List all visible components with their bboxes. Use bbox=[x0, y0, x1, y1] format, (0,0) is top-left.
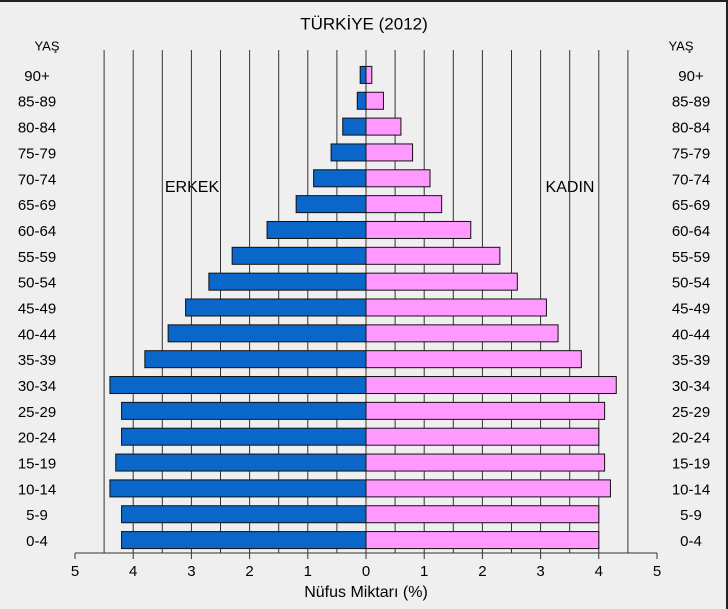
x-tick-label: 0 bbox=[362, 563, 370, 580]
x-tick-label: 5 bbox=[653, 563, 661, 580]
bar bbox=[121, 531, 367, 550]
y-tick-label: 25-29 bbox=[672, 404, 710, 421]
bar bbox=[365, 143, 414, 162]
chart-title: TÜRKİYE (2012) bbox=[300, 14, 428, 33]
bar bbox=[313, 169, 367, 188]
y-tick-label: 40-44 bbox=[18, 326, 56, 343]
x-tick-label: 1 bbox=[420, 563, 428, 580]
y-tick-label: 10-14 bbox=[672, 481, 710, 498]
y-tick-label: 30-34 bbox=[18, 378, 56, 395]
bar bbox=[365, 401, 606, 420]
y-tick-label: 70-74 bbox=[18, 171, 56, 188]
y-tick-label: 55-59 bbox=[18, 249, 56, 266]
y-tick-label: 85-89 bbox=[672, 94, 710, 111]
bar bbox=[365, 531, 600, 550]
bar bbox=[295, 195, 367, 214]
y-tick-label: 90+ bbox=[678, 68, 704, 85]
bar bbox=[266, 220, 367, 239]
bar bbox=[109, 479, 367, 498]
y-tick-label: 55-59 bbox=[672, 249, 710, 266]
y-tick-label: 15-19 bbox=[672, 456, 710, 473]
x-tick-label: 4 bbox=[129, 563, 137, 580]
y-tick-label: 85-89 bbox=[18, 94, 56, 111]
bar bbox=[365, 220, 472, 239]
y-tick-label: 20-24 bbox=[672, 430, 710, 447]
x-tick-label: 4 bbox=[595, 563, 603, 580]
y-tick-label: 60-64 bbox=[672, 223, 710, 240]
y-tick-label: 75-79 bbox=[18, 145, 56, 162]
y-tick-label: 80-84 bbox=[18, 120, 56, 137]
y-tick-label: 70-74 bbox=[672, 171, 710, 188]
bar bbox=[365, 453, 606, 472]
bar bbox=[167, 324, 367, 343]
y-tick-label: 80-84 bbox=[672, 120, 710, 137]
x-axis-label: Nüfus Miktarı (%) bbox=[304, 584, 428, 601]
bar bbox=[121, 505, 367, 524]
y-tick-label: 20-24 bbox=[18, 430, 56, 447]
y-tick-label: 0-4 bbox=[680, 533, 702, 550]
x-tick-label: 3 bbox=[536, 563, 544, 580]
bar bbox=[365, 246, 501, 265]
y-tick-label: 5-9 bbox=[26, 507, 48, 524]
x-tick-label: 5 bbox=[71, 563, 79, 580]
y-tick-label: 0-4 bbox=[26, 533, 48, 550]
bar bbox=[144, 350, 367, 369]
y-tick-label: 15-19 bbox=[18, 456, 56, 473]
x-tick-label: 2 bbox=[245, 563, 253, 580]
bar bbox=[365, 324, 559, 343]
y-tick-label: 25-29 bbox=[18, 404, 56, 421]
bar bbox=[121, 401, 367, 420]
y-tick-label: 50-54 bbox=[672, 275, 710, 292]
bar bbox=[365, 169, 431, 188]
bar bbox=[185, 298, 367, 317]
y-tick-label: 35-39 bbox=[672, 352, 710, 369]
y-tick-label: 45-49 bbox=[18, 300, 56, 317]
bar bbox=[365, 195, 443, 214]
y-tick-label: 75-79 bbox=[672, 145, 710, 162]
y-tick-label: 40-44 bbox=[672, 326, 710, 343]
bar bbox=[365, 376, 617, 395]
y-tick-label: 5-9 bbox=[680, 507, 702, 524]
bar bbox=[365, 65, 373, 84]
bar bbox=[365, 272, 518, 291]
y-tick-label: 90+ bbox=[24, 68, 50, 85]
y-axis-label: YAŞ bbox=[34, 38, 59, 53]
bar bbox=[365, 350, 582, 369]
bar bbox=[121, 427, 367, 446]
x-tick-label: 2 bbox=[478, 563, 486, 580]
y-tick-label: 30-34 bbox=[672, 378, 710, 395]
bar bbox=[109, 376, 367, 395]
bar bbox=[231, 246, 367, 265]
series-label: ERKEK bbox=[165, 179, 220, 196]
bar bbox=[342, 117, 367, 136]
y-tick-label: 45-49 bbox=[672, 300, 710, 317]
x-tick-label: 1 bbox=[304, 563, 312, 580]
y-tick-label: 65-69 bbox=[18, 197, 56, 214]
bar bbox=[115, 453, 367, 472]
bar bbox=[330, 143, 367, 162]
bar bbox=[356, 91, 367, 110]
bar bbox=[365, 117, 402, 136]
y-tick-label: 50-54 bbox=[18, 275, 56, 292]
bar bbox=[208, 272, 367, 291]
y-tick-label: 35-39 bbox=[18, 352, 56, 369]
y-tick-label: 10-14 bbox=[18, 481, 56, 498]
y-axis-label: YAŞ bbox=[668, 38, 693, 53]
bar bbox=[365, 91, 384, 110]
bar bbox=[365, 479, 611, 498]
bar bbox=[365, 505, 600, 524]
x-tick-label: 3 bbox=[187, 563, 195, 580]
y-tick-label: 65-69 bbox=[672, 197, 710, 214]
bar bbox=[365, 298, 547, 317]
y-tick-label: 60-64 bbox=[18, 223, 56, 240]
bar bbox=[365, 427, 600, 446]
bar bbox=[359, 65, 367, 84]
